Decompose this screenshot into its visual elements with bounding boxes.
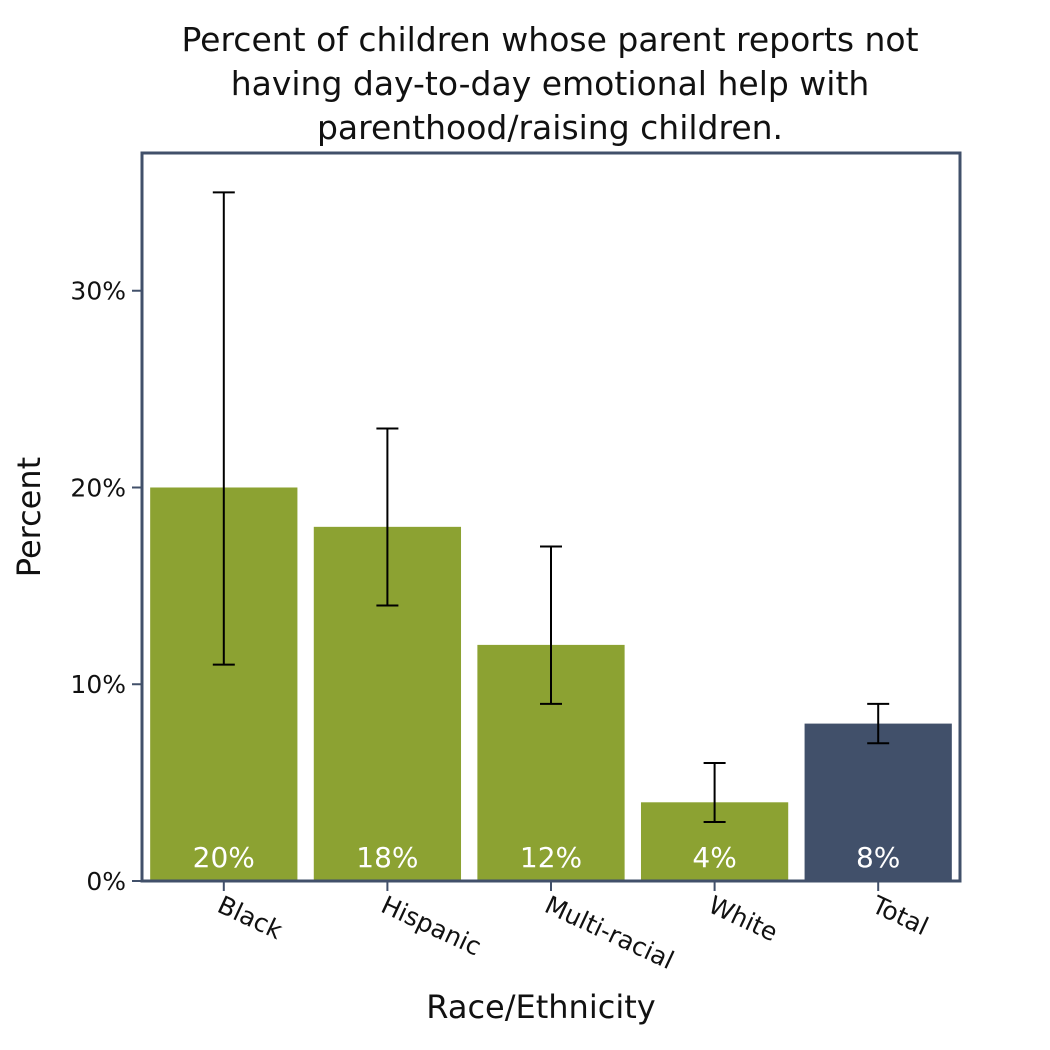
x-axis-title: Race/Ethnicity <box>426 988 655 1026</box>
x-tick-label: Total <box>867 890 933 941</box>
bar-value-label: 20% <box>193 841 255 874</box>
bar-value-label: 8% <box>856 841 900 874</box>
chart-title-line-1: Percent of children whose parent reports… <box>181 20 919 59</box>
error-bar <box>376 427 399 607</box>
bar-value-label: 4% <box>692 841 736 874</box>
x-tick-label: White <box>704 890 782 947</box>
error-bar <box>867 702 890 745</box>
y-tick-label: 20% <box>70 473 126 502</box>
bar-value-label: 18% <box>356 841 418 874</box>
y-tick-label: 0% <box>86 867 126 896</box>
x-axis: Black Hispanic Multi-racial White Total <box>213 881 933 975</box>
error-bar <box>703 761 726 823</box>
error-bar <box>540 545 562 705</box>
chart-title: Percent of children whose parent reports… <box>60 18 1040 150</box>
y-tick-label: 30% <box>70 277 126 306</box>
y-tick-label: 10% <box>70 670 126 699</box>
x-tick-label: Hispanic <box>377 890 486 961</box>
bar-value-labels-layer: 20% 18% 12% 4% 8% <box>193 841 901 874</box>
error-bar <box>212 191 235 666</box>
bar-total <box>804 723 952 881</box>
y-axis: 0% 10% 20% 30% <box>70 277 142 896</box>
chart-title-line-2: having day-to-day emotional help with <box>230 64 870 103</box>
chart-title-line-3: parenthood/raising children. <box>316 108 784 147</box>
error-bars-layer <box>212 191 890 823</box>
x-tick-label: Black <box>213 890 287 945</box>
y-axis-title: Percent <box>10 457 48 577</box>
x-tick-label: Multi-racial <box>540 890 678 975</box>
bar-value-label: 12% <box>520 841 582 874</box>
